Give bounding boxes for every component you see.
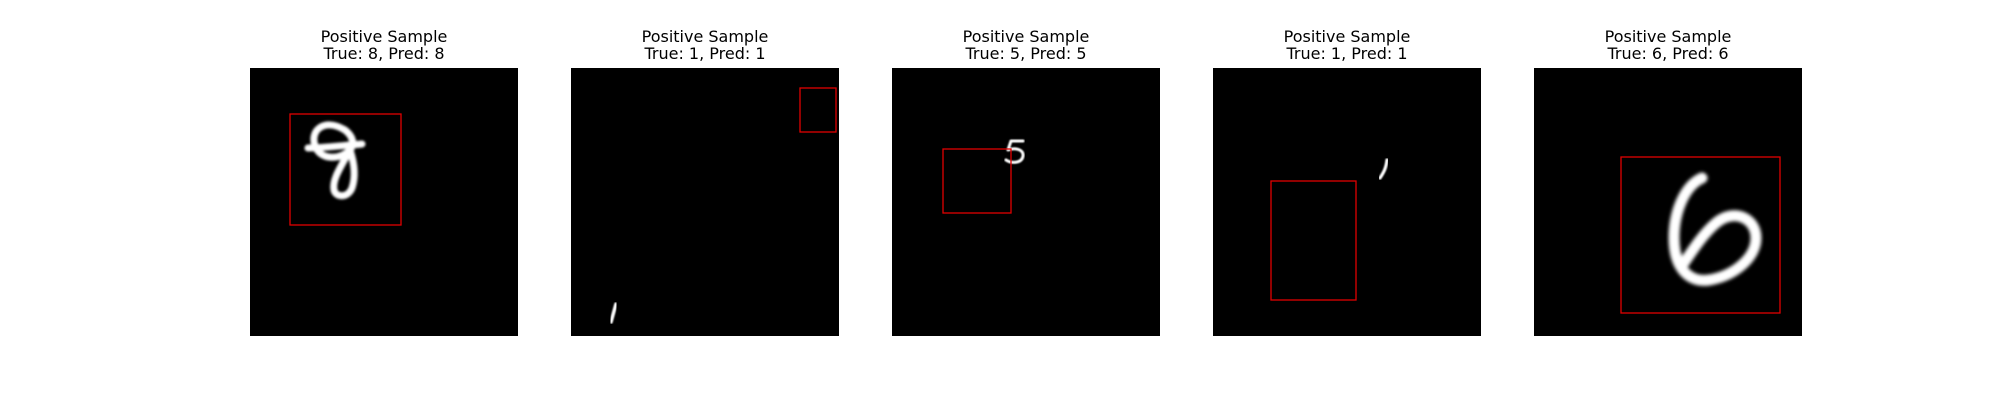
bounding-box — [1620, 156, 1781, 314]
digit-image — [1534, 68, 1802, 336]
digit-5-icon — [942, 139, 1025, 214]
bounding-box — [942, 148, 1012, 214]
panel-title: Positive Sample True: 6, Pred: 6 — [1534, 28, 1802, 62]
sample-panel: Positive Sample True: 1, Pred: 1 — [1213, 0, 1481, 400]
digit-image — [892, 68, 1160, 336]
panel-title-line: Positive Sample — [1283, 27, 1411, 46]
panel-title-line: Positive Sample — [641, 27, 769, 46]
digit-image — [1213, 68, 1481, 336]
panel-subtitle-line: True: 1, Pred: 1 — [644, 44, 766, 63]
panel-title: Positive Sample True: 1, Pred: 1 — [1213, 28, 1481, 62]
panel-subtitle-line: True: 5, Pred: 5 — [965, 44, 1087, 63]
bounding-box — [799, 87, 837, 133]
sample-panel: Positive Sample True: 1, Pred: 1 — [571, 0, 839, 400]
panel-subtitle-line: True: 8, Pred: 8 — [323, 44, 445, 63]
digit-image — [250, 68, 518, 336]
digit-8-icon — [289, 113, 402, 226]
panel-subtitle-line: True: 6, Pred: 6 — [1607, 44, 1729, 63]
panel-title: Positive Sample True: 8, Pred: 8 — [250, 28, 518, 62]
panel-subtitle-line: True: 1, Pred: 1 — [1286, 44, 1408, 63]
panel-title: Positive Sample True: 5, Pred: 5 — [892, 28, 1160, 62]
sample-panel: Positive Sample True: 5, Pred: 5 — [892, 0, 1160, 400]
digit-1-icon — [609, 87, 837, 324]
panel-title-line: Positive Sample — [962, 27, 1090, 46]
panel-title-line: Positive Sample — [320, 27, 448, 46]
bounding-box — [289, 113, 402, 226]
sample-panel: Positive Sample True: 6, Pred: 6 — [1534, 0, 1802, 400]
digit-1-icon — [1270, 158, 1389, 301]
digit-image — [571, 68, 839, 336]
panel-title: Positive Sample True: 1, Pred: 1 — [571, 28, 839, 62]
panel-title-line: Positive Sample — [1604, 27, 1732, 46]
bounding-box — [1270, 180, 1357, 301]
sample-panel: Positive Sample True: 8, Pred: 8 — [250, 0, 518, 400]
digit-6-icon — [1620, 156, 1781, 314]
